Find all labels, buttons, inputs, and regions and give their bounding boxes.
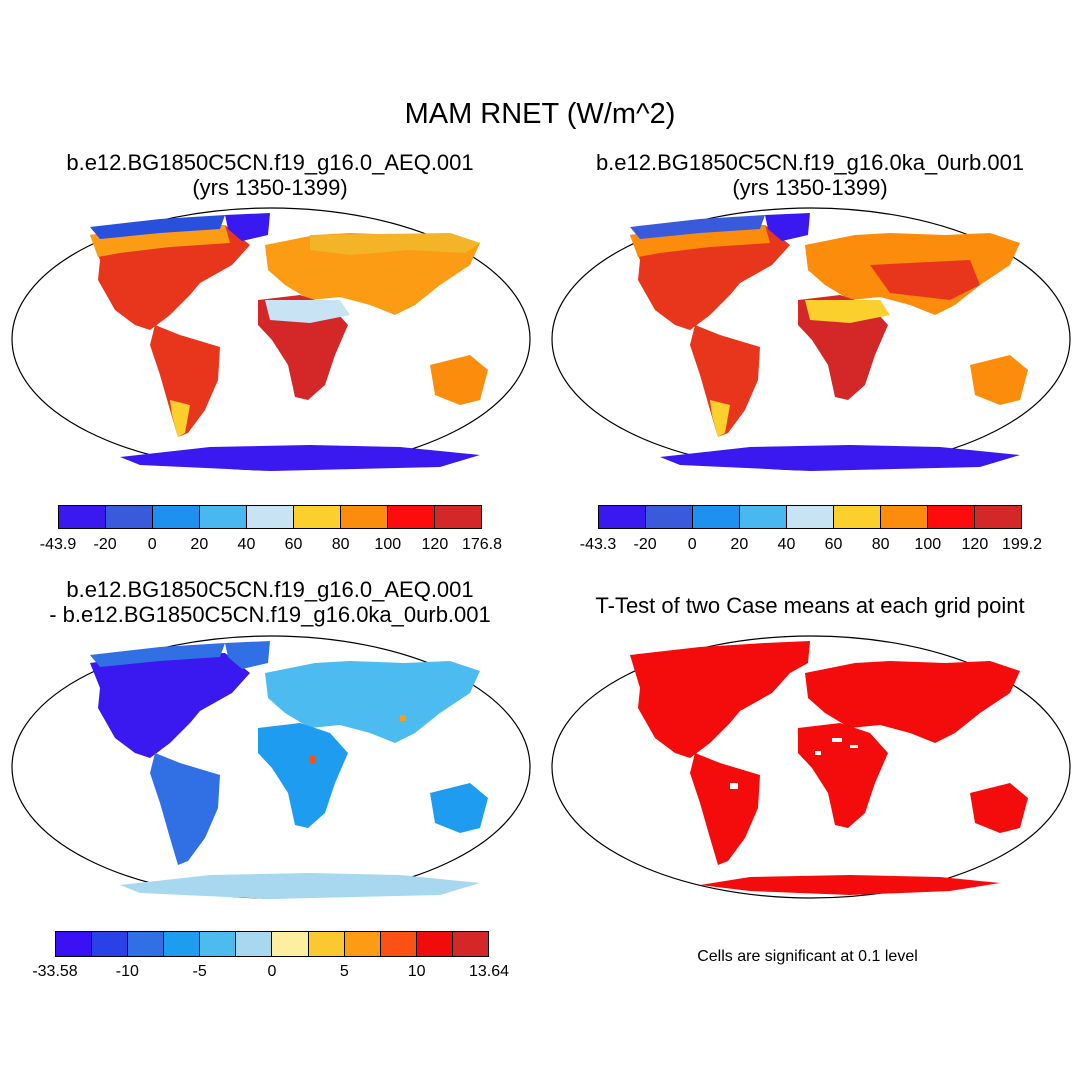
colorbar-tick-label: -33.58: [32, 963, 78, 980]
ttest-note: Cells are significant at 0.1 level: [697, 948, 918, 965]
colorbar-tick-label: 80: [331, 536, 350, 553]
colorbar-swatch: [308, 932, 345, 956]
colorbar-tick-label: 0: [147, 536, 157, 553]
colorbar-swatch: [247, 506, 294, 528]
colorbar-swatch: [416, 932, 453, 956]
map-case1: [11, 207, 531, 471]
colorbar-tick-label: 120: [421, 536, 449, 553]
colorbar-diff-ticks: -33.58 -10 -5 0 5 10 13.64: [32, 963, 509, 983]
panel-diff-title-line2: - b.e12.BG1850C5CN.f19_g16.0ka_0urb.001: [49, 602, 491, 627]
colorbar-swatch: [106, 506, 153, 528]
map-ttest-land: [630, 641, 1028, 895]
colorbar-swatch: [92, 932, 129, 956]
panel-ttest-title: T-Test of two Case means at each grid po…: [595, 593, 1025, 618]
colorbar-tick-label: 120: [961, 536, 989, 553]
colorbar-swatch: [128, 932, 165, 956]
colorbar-swatch: [200, 506, 247, 528]
colorbar-swatch: [881, 506, 928, 528]
colorbar-tick-label: 80: [871, 536, 890, 553]
panel-case2-title: b.e12.BG1850C5CN.f19_g16.0ka_0urb.001 (y…: [550, 150, 1070, 200]
colorbar-tick-label: 199.2: [1001, 536, 1043, 553]
colorbar-tick-label: 0: [687, 536, 697, 553]
colorbar-swatch: [341, 506, 388, 528]
panel-diff-title: b.e12.BG1850C5CN.f19_g16.0_AEQ.001 - b.e…: [10, 577, 530, 627]
map-case1-land: [90, 213, 488, 471]
colorbar-tick-label: 5: [339, 963, 349, 980]
panel-case2-title-line2: (yrs 1350-1399): [732, 175, 888, 200]
colorbar-swatch: [740, 506, 787, 528]
colorbar-case1: [58, 505, 482, 529]
colorbar-swatch: [388, 506, 435, 528]
colorbar-tick-label: 60: [824, 536, 843, 553]
colorbar-swatch: [56, 932, 93, 956]
map-ttest: [551, 635, 1071, 899]
colorbar-swatch: [693, 506, 740, 528]
main-title: MAM RNET (W/m^2): [404, 98, 676, 130]
colorbar-swatch: [164, 932, 201, 956]
colorbar-tick-label: -10: [115, 963, 139, 980]
colorbar-swatch: [975, 506, 1021, 528]
colorbar-tick-label: 13.64: [468, 963, 510, 980]
colorbar-swatch: [380, 932, 417, 956]
colorbar-swatch: [200, 932, 237, 956]
colorbar-swatch: [928, 506, 975, 528]
colorbar-tick-label: 0: [267, 963, 277, 980]
colorbar-swatch: [452, 932, 488, 956]
panel-case1-title-line2: (yrs 1350-1399): [192, 175, 348, 200]
colorbar-tick-label: 60: [284, 536, 303, 553]
colorbar-swatch: [272, 932, 309, 956]
colorbar-swatch: [787, 506, 834, 528]
map-case2-land: [630, 213, 1028, 471]
colorbar-tick-label: 100: [374, 536, 402, 553]
colorbar-case2: [598, 505, 1022, 529]
colorbar-tick-label: -20: [633, 536, 657, 553]
colorbar-tick-label: -43.3: [579, 536, 617, 553]
colorbar-diff: [55, 931, 489, 957]
colorbar-swatch: [236, 932, 273, 956]
colorbar-tick-label: 100: [914, 536, 942, 553]
map-case2: [551, 207, 1071, 471]
map-diff-land: [90, 641, 488, 899]
colorbar-tick-label: 20: [730, 536, 749, 553]
colorbar-tick-label: 40: [777, 536, 796, 553]
colorbar-tick-label: -5: [192, 963, 207, 980]
colorbar-tick-label: 20: [190, 536, 209, 553]
colorbar-swatch: [646, 506, 693, 528]
colorbar-case1-ticks: -43.9 -20 0 20 40 60 80 100 120 176.8: [40, 536, 502, 556]
colorbar-tick-label: 176.8: [461, 536, 503, 553]
colorbar-swatch: [294, 506, 341, 528]
colorbar-tick-label: 40: [237, 536, 256, 553]
colorbar-swatch: [435, 506, 481, 528]
map-diff: [11, 635, 531, 899]
colorbar-tick-label: -43.9: [39, 536, 77, 553]
colorbar-tick-label: 10: [407, 963, 426, 980]
panel-case2-title-line1: b.e12.BG1850C5CN.f19_g16.0ka_0urb.001: [595, 150, 1025, 175]
colorbar-swatch: [834, 506, 881, 528]
panel-case1-title-line1: b.e12.BG1850C5CN.f19_g16.0_AEQ.001: [66, 150, 474, 175]
panel-case1-title: b.e12.BG1850C5CN.f19_g16.0_AEQ.001 (yrs …: [10, 150, 530, 200]
panel-diff-title-line1: b.e12.BG1850C5CN.f19_g16.0_AEQ.001: [66, 577, 474, 602]
colorbar-swatch: [599, 506, 646, 528]
colorbar-tick-label: -20: [93, 536, 117, 553]
colorbar-swatch: [153, 506, 200, 528]
colorbar-swatch: [59, 506, 106, 528]
colorbar-case2-ticks: -43.3 -20 0 20 40 60 80 100 120 199.2: [580, 536, 1042, 556]
colorbar-swatch: [344, 932, 381, 956]
